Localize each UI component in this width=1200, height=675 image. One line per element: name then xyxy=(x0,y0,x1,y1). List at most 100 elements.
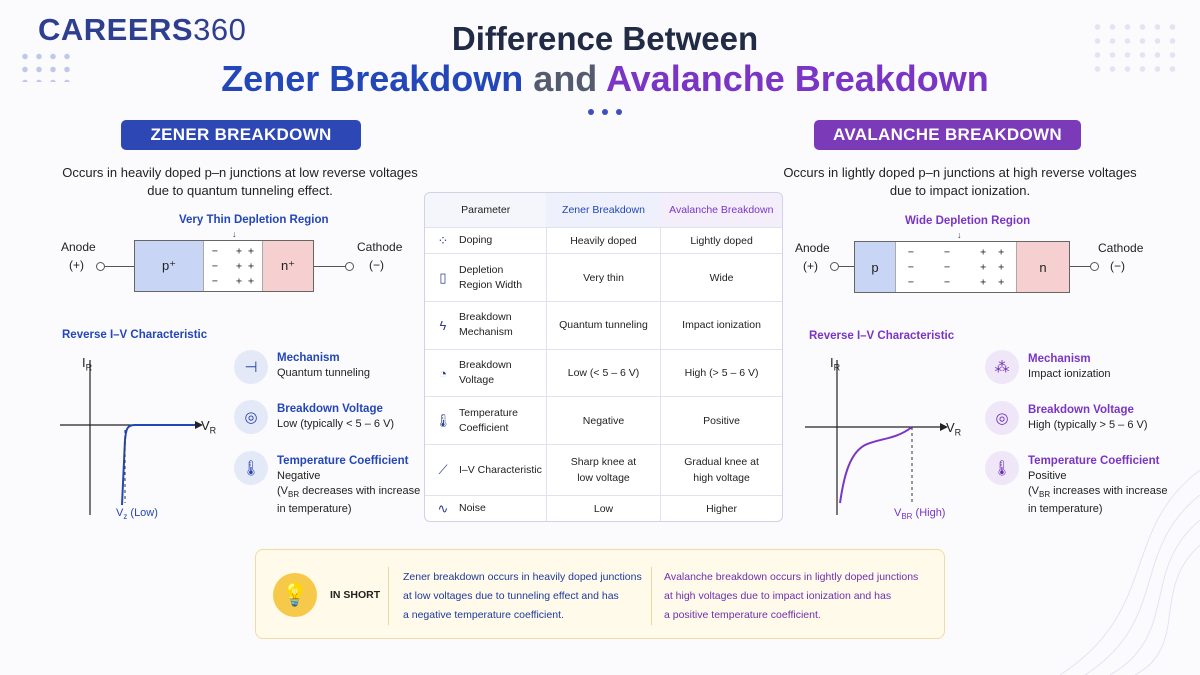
zener-pill: ZENER BREAKDOWN xyxy=(121,120,361,150)
zener-value: low voltage xyxy=(577,472,630,485)
avalanche-desc-line1: Occurs in lightly doped p–n junctions at… xyxy=(783,165,1137,180)
parameter-label: Depletion xyxy=(459,263,504,276)
feature-title: Temperature Coefficient xyxy=(1028,455,1160,467)
avalanche-desc-line2: due to impact ionization. xyxy=(889,183,1031,198)
title-avalanche: Avalanche Breakdown xyxy=(605,58,989,99)
target-icon: ◎ xyxy=(985,401,1019,435)
table-row: ◔ Breakdown Voltage Low (< 5 – 6 V) High (> … xyxy=(425,349,782,398)
parameter-label: Breakdown xyxy=(459,311,512,324)
feature-text: Low (typically < 5 – 6 V) xyxy=(277,418,395,430)
table-row: 🌡 Temperature Coefficient Negative Positive xyxy=(425,396,782,446)
avalanche-value-cell: Wide xyxy=(660,253,782,302)
feature-text: High (typically > 5 – 6 V) xyxy=(1028,419,1148,431)
avalanche-value: Gradual knee at xyxy=(684,456,759,469)
parameter-label: I–V Characteristic xyxy=(459,463,542,476)
mechanism-icon: ⊣ xyxy=(234,350,268,384)
summary-divider xyxy=(388,567,389,625)
avalanche-value: Positive xyxy=(703,414,740,427)
avalanche-value-cell: Lightly doped xyxy=(660,227,782,255)
table-row: ⟋ I–V Characteristic Sharp knee at low volt… xyxy=(425,444,782,497)
zener-value-cell: Very thin xyxy=(545,253,661,302)
zener-feature-voltage: Breakdown Voltage Low (typically < 5 – 6… xyxy=(277,402,394,432)
cathode-terminal xyxy=(345,262,354,271)
avalanche-feature-temperature: Temperature Coefficient Positive (VBR in… xyxy=(1028,454,1168,517)
parameter-cell: ▯ Depletion Region Width xyxy=(425,253,547,302)
feature-text: Impact ionization xyxy=(1028,368,1111,380)
avalanche-value-cell: Gradual knee at high voltage xyxy=(660,444,782,497)
decorative-waves xyxy=(1059,469,1200,675)
avalanche-value: Impact ionization xyxy=(682,319,761,332)
feature-text: Positive xyxy=(1028,470,1067,482)
summary-avalanche-line: a positive temperature coefficient. xyxy=(664,609,821,621)
zener-value-cell: Quantum tunneling xyxy=(545,301,661,350)
title-and: and xyxy=(533,58,598,99)
table-header-parameter: Parameter xyxy=(425,193,547,228)
parameter-cell: ϟ Breakdown Mechanism xyxy=(425,301,547,350)
anode-terminal xyxy=(830,262,839,271)
thermometer-icon: 🌡 xyxy=(434,412,452,428)
zener-value-cell: Sharp knee at low voltage xyxy=(545,444,661,497)
logo-word: CAREERS xyxy=(38,12,194,47)
avalanche-pn-junction: p − − + + − − + + − − + + n xyxy=(854,241,1070,293)
avalanche-value-cell: Impact ionization xyxy=(660,301,782,350)
zener-value: Heavily doped xyxy=(570,234,637,247)
avalanche-value-cell: Positive xyxy=(660,396,782,446)
zener-desc-line1: Occurs in heavily doped p–n junctions at… xyxy=(62,165,418,180)
avalanche-value-cell: High (> 5 – 6 V) xyxy=(660,349,782,398)
avalanche-region-label: Wide Depletion Region xyxy=(905,215,1031,227)
feature-title: Breakdown Voltage xyxy=(1028,404,1134,416)
page-title-line1: Difference Between xyxy=(451,20,759,57)
iv-curve-icon: ⟋ xyxy=(438,462,448,478)
zener-cathode-sign: (−) xyxy=(369,258,384,272)
zener-value: Sharp knee at xyxy=(570,456,637,469)
parameter-label: Voltage xyxy=(459,374,495,387)
avalanche-value: Higher xyxy=(706,502,738,515)
parameter-label: Coefficient xyxy=(459,421,509,434)
n-region: n xyxy=(1017,242,1069,292)
zener-anode-label: Anode xyxy=(61,240,96,254)
parameter-cell: ⁘ Doping xyxy=(425,227,547,255)
parameter-cell: 🌡 Temperature Coefficient xyxy=(425,396,547,446)
cathode-lead xyxy=(1069,266,1093,267)
avalanche-iv-title: Reverse I–V Characteristic xyxy=(809,330,955,342)
avalanche-cathode-sign: (−) xyxy=(1110,259,1125,273)
p-region: p⁺ xyxy=(135,241,203,291)
feature-text: in temperature) xyxy=(277,503,352,516)
summary-avalanche-line: Avalanche breakdown occurs in lightly do… xyxy=(664,571,919,583)
noise-icon: ∿ xyxy=(437,500,449,516)
parameter-label: Doping xyxy=(459,234,493,247)
avalanche-value: Wide xyxy=(709,271,734,284)
table-row: ▯ Depletion Region Width Very thin Wide xyxy=(425,253,782,302)
zener-cathode-label: Cathode xyxy=(357,240,403,254)
avalanche-feature-voltage: Breakdown Voltage High (typically > 5 – … xyxy=(1028,403,1148,433)
avalanche-description: Occurs in lightly doped p–n junctions at… xyxy=(780,164,1140,200)
summary-avalanche: Avalanche breakdown occurs in lightly do… xyxy=(664,568,918,625)
thermometer-icon: 🌡 xyxy=(985,451,1019,485)
summary-zener-line: a negative temperature coefficient. xyxy=(403,609,564,621)
summary-zener-line: at low voltages due to tunneling effect … xyxy=(403,590,619,602)
summary-divider xyxy=(651,567,652,625)
zener-value-cell: Heavily doped xyxy=(545,227,661,255)
thermometer-icon: 🌡 xyxy=(234,451,268,485)
avalanche-value: Lightly doped xyxy=(690,234,753,247)
parameter-label: Region Width xyxy=(459,278,523,291)
decorative-dots xyxy=(1090,20,1180,80)
avalanche-ir-axis-label: IR xyxy=(830,355,841,373)
zener-value: Quantum tunneling xyxy=(559,319,648,332)
zener-feature-temperature: Temperature Coefficient Negative (VBR de… xyxy=(277,454,420,517)
zener-pn-junction: p⁺ − + + − + + − + + n⁺ xyxy=(134,240,314,292)
feature-title: Breakdown Voltage xyxy=(277,403,383,415)
avalanche-iv-chart xyxy=(805,360,948,515)
feature-text: in temperature) xyxy=(1028,503,1103,516)
avalanche-value: high voltage xyxy=(693,472,750,485)
parameter-label: Mechanism xyxy=(459,326,513,339)
zener-value-cell: Low xyxy=(545,495,661,521)
cathode-lead xyxy=(313,266,347,267)
logo-number: 360 xyxy=(193,12,247,47)
summary-avalanche-line: at high voltages due to impact ionizatio… xyxy=(664,590,892,602)
avalanche-anode-sign: (+) xyxy=(803,259,818,273)
n-region: n⁺ xyxy=(263,241,313,291)
feature-title: Mechanism xyxy=(1028,353,1091,365)
avalanche-anode-label: Anode xyxy=(795,241,830,255)
feature-text: (VBR increases with increase xyxy=(1028,485,1168,500)
